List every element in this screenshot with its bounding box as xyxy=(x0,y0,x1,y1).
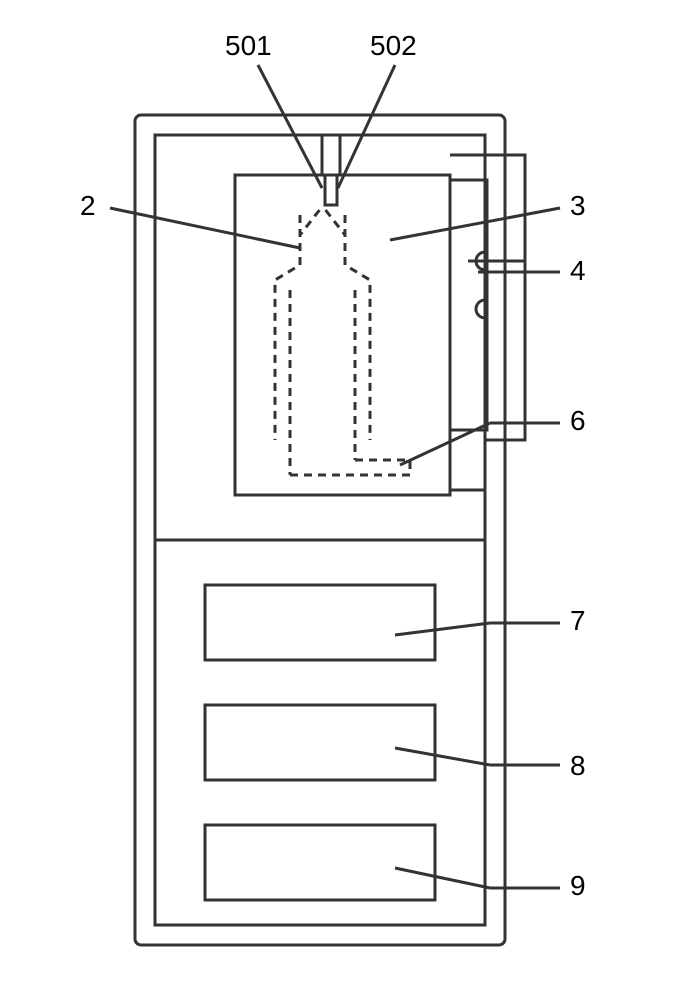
label-3: 3 xyxy=(570,190,586,222)
label-4: 4 xyxy=(570,255,586,287)
label-7: 7 xyxy=(570,605,586,637)
label-2: 2 xyxy=(80,190,96,222)
label-502: 502 xyxy=(370,30,417,62)
label-9: 9 xyxy=(570,870,586,902)
label-6: 6 xyxy=(570,405,586,437)
label-8: 8 xyxy=(570,750,586,782)
label-501: 501 xyxy=(225,30,272,62)
diagram-svg xyxy=(0,0,686,1000)
diagram-root: 501 502 2 3 4 6 7 8 9 xyxy=(0,0,686,1000)
